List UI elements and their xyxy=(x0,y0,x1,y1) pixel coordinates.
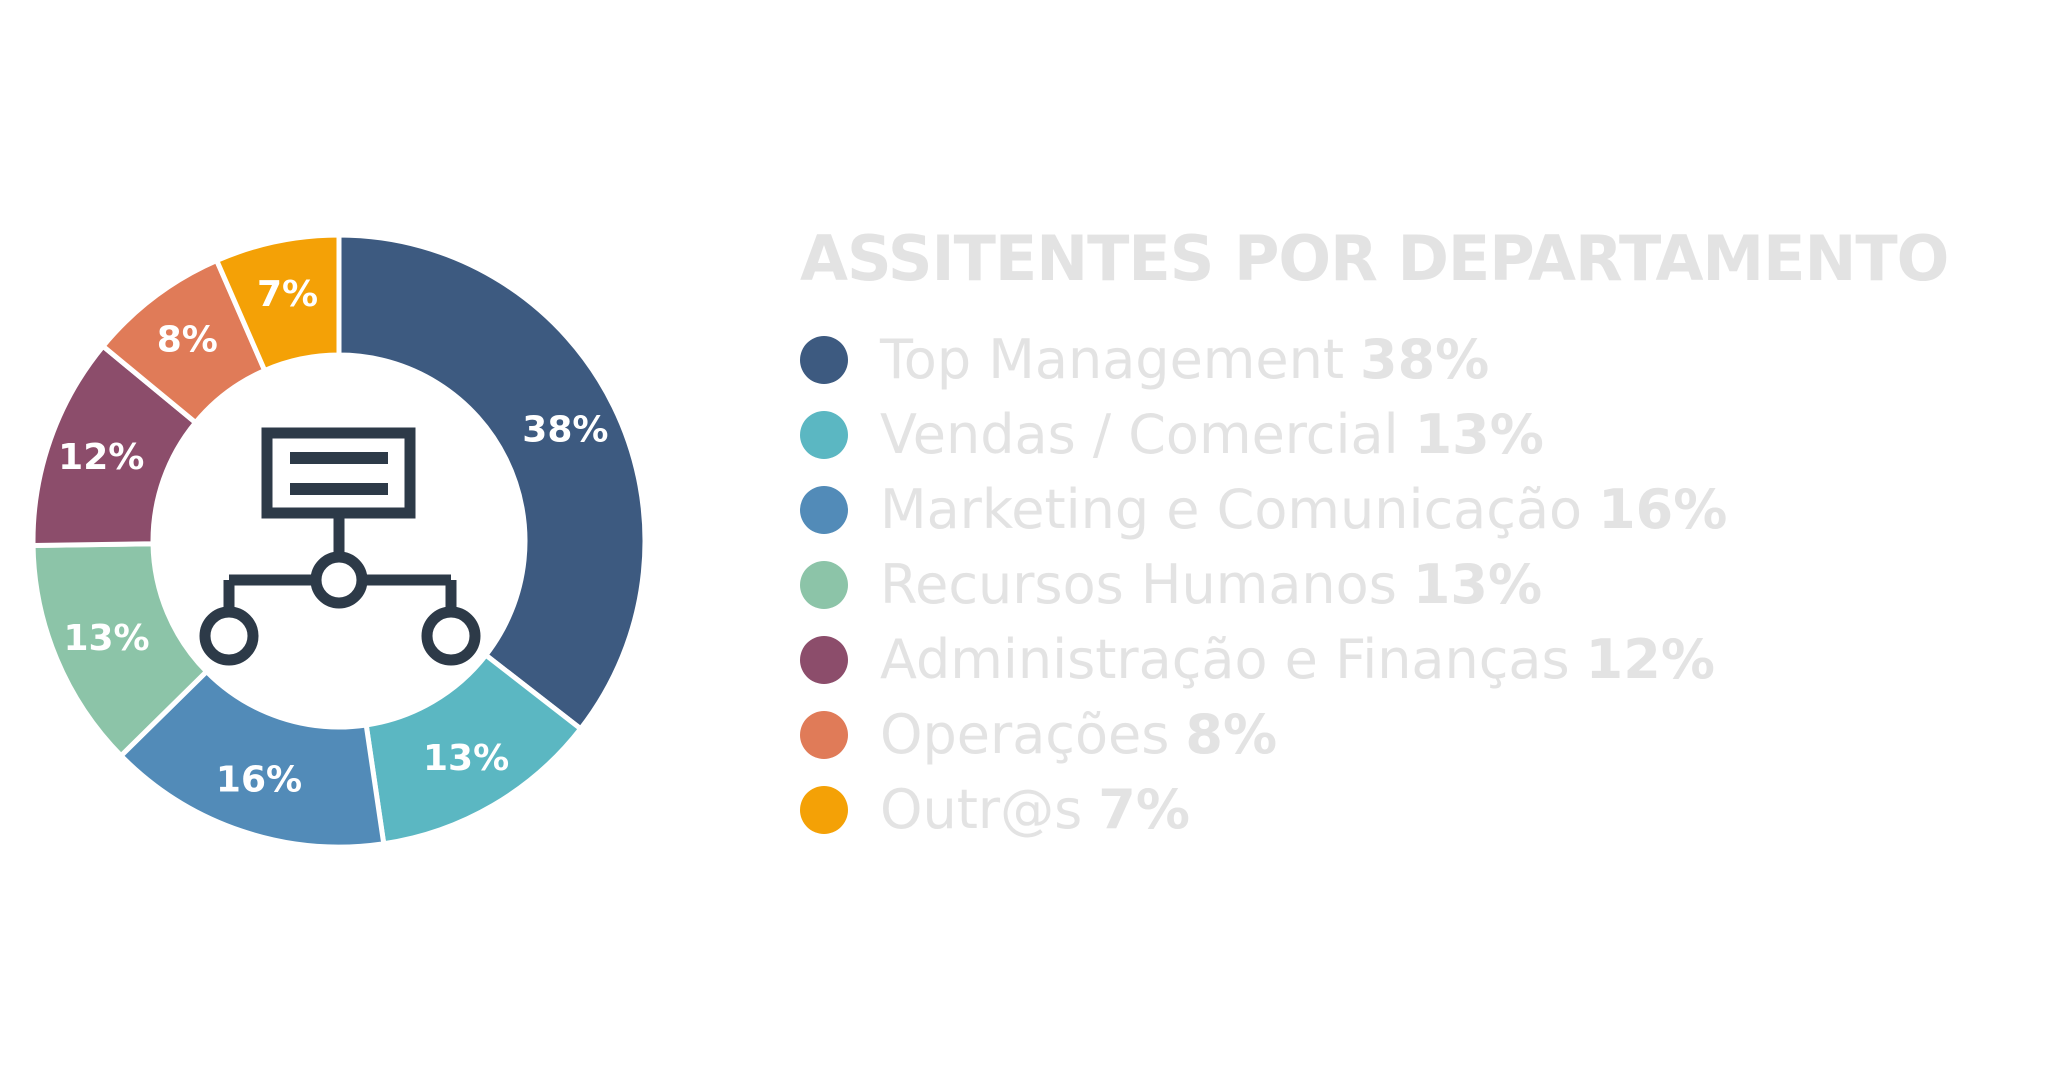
legend-value: 7% xyxy=(1098,778,1190,841)
slice-label-marketing-e-comunicacao: 16% xyxy=(216,759,302,800)
legend-label: Administração e Finanças xyxy=(880,628,1570,691)
legend-dot xyxy=(800,335,848,384)
legend-value: 8% xyxy=(1185,703,1278,766)
legend-label: Outr@s xyxy=(880,778,1083,841)
slice-label-outr-s: 7% xyxy=(257,274,318,315)
slice-label-top-management: 38% xyxy=(522,410,608,451)
legend: Top Management 38% Vendas / Comercial 13% Ma… xyxy=(800,322,1727,847)
slice-labels: 38% 13% 16% 13% 12% 8% 7% xyxy=(58,274,608,801)
slice-label-administracao-e-financas: 12% xyxy=(58,437,144,478)
legend-value: 12% xyxy=(1585,628,1715,691)
legend-label: Top Management xyxy=(880,328,1345,391)
legend-label: Operações xyxy=(880,703,1170,766)
donut-chart: 38% 13% 16% 13% 12% 8% 7% xyxy=(30,232,648,850)
donut-slices xyxy=(30,232,648,850)
legend-item-recursos-humanos: Recursos Humanos 13% xyxy=(800,547,1727,622)
legend-label: Vendas / Comercial xyxy=(880,403,1399,466)
legend-value: 16% xyxy=(1598,478,1728,541)
legend-value: 13% xyxy=(1412,553,1543,616)
slice-top-management xyxy=(336,232,648,733)
legend-dot xyxy=(800,560,848,609)
legend-dot xyxy=(800,635,848,684)
legend-dot xyxy=(800,785,848,834)
slice-label-vendas-comercial: 13% xyxy=(423,738,509,779)
slice-label-operacoes: 8% xyxy=(157,319,218,360)
legend-item-outr-s: Outr@s 7% xyxy=(800,772,1727,847)
legend-item-operacoes: Operações 8% xyxy=(800,697,1727,772)
legend-label: Recursos Humanos xyxy=(880,553,1397,616)
slice-label-recursos-humanos: 13% xyxy=(63,618,149,659)
legend-value: 38% xyxy=(1360,328,1490,391)
legend-label: Marketing e Comunicação xyxy=(880,478,1583,541)
legend-dot xyxy=(800,410,848,459)
legend-item-marketing-e-comunicacao: Marketing e Comunicação 16% xyxy=(800,472,1727,547)
legend-value: 13% xyxy=(1414,403,1544,466)
legend-dot xyxy=(800,485,848,534)
legend-title: ASSITENTES POR DEPARTAMENTO xyxy=(800,222,1949,295)
legend-dot xyxy=(800,710,848,759)
org-chart-icon xyxy=(199,427,481,666)
slice-outr-s xyxy=(213,232,342,374)
legend-item-administracao-e-financas: Administração e Finanças 12% xyxy=(800,622,1727,697)
legend-item-top-management: Top Management 38% xyxy=(800,322,1727,397)
legend-item-vendas-comercial: Vendas / Comercial 13% xyxy=(800,397,1727,472)
